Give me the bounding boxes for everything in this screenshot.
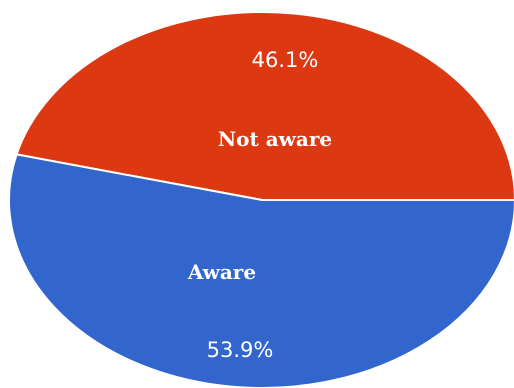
slice-value-label-not-aware: 46.1% xyxy=(252,48,319,72)
slice-category-label-not-aware: Not aware xyxy=(218,127,332,151)
slice-value-label-aware: 53.9% xyxy=(207,338,274,362)
slice-category-label-aware: Aware xyxy=(187,260,256,284)
